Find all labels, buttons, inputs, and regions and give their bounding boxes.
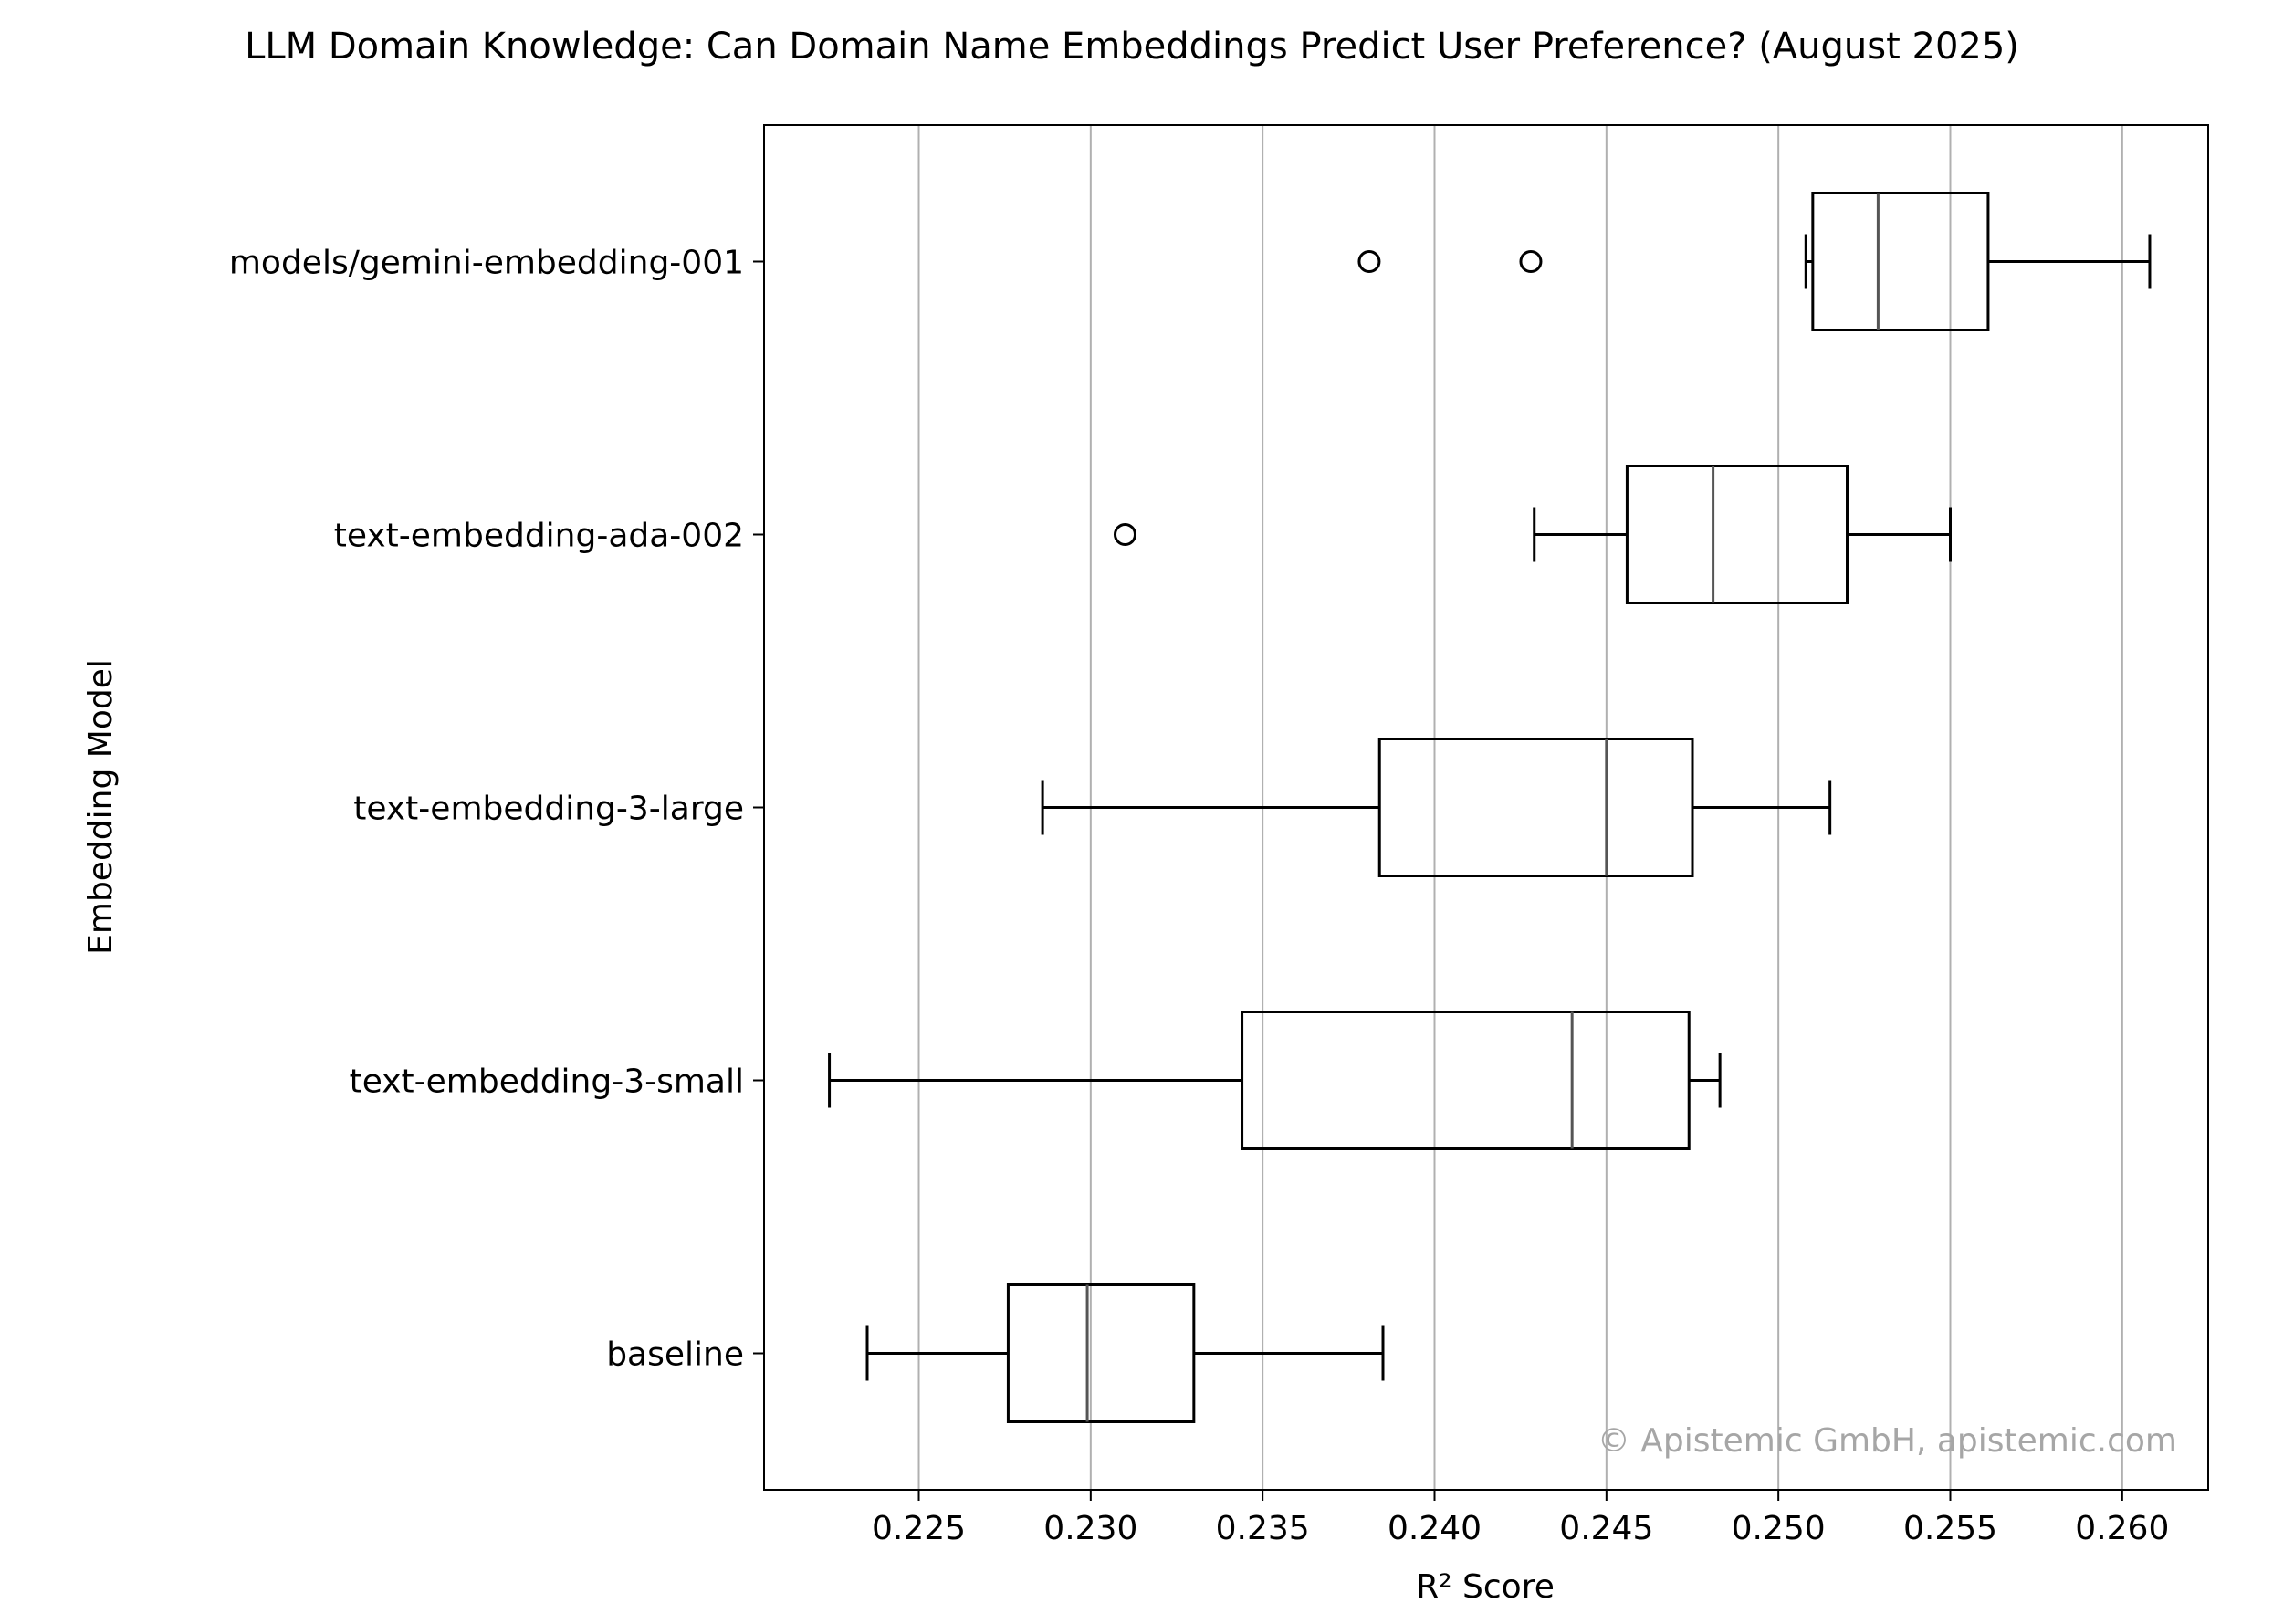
plot-frame — [763, 124, 2209, 1491]
box-series — [1041, 738, 1832, 877]
iqr-box — [1811, 192, 1990, 331]
y-tick-label: baseline — [606, 1336, 744, 1374]
box-series — [865, 1283, 1385, 1423]
iqr-box — [1625, 465, 1849, 604]
x-tick-label: 0.245 — [1559, 1510, 1653, 1547]
x-tick-label: 0.225 — [872, 1510, 966, 1547]
y-tick-label: text-embedding-ada-002 — [334, 518, 744, 555]
boxes — [828, 192, 2152, 1423]
x-tick-label: 0.230 — [1043, 1510, 1137, 1547]
y-tick-label: text-embedding-3-small — [350, 1063, 744, 1101]
y-axis-label: Embedding Model — [82, 659, 120, 955]
chart-title: LLM Domain Knowledge: Can Domain Name Em… — [245, 26, 2019, 68]
iqr-box — [1006, 1283, 1196, 1423]
x-tick-label: 0.240 — [1388, 1510, 1482, 1547]
iqr-box — [1377, 738, 1694, 877]
box-series — [828, 1011, 1722, 1150]
x-axis-label: R² Score — [1416, 1568, 1555, 1606]
y-tick-label: models/gemini-embedding-001 — [229, 245, 744, 282]
x-tick-label: 0.255 — [1903, 1510, 1997, 1547]
ticks: 0.225 0.230 0.235 0.240 0.245 0.250 0.255 0.260… — [229, 245, 2170, 1548]
iqr-box — [1241, 1011, 1691, 1150]
watermark: © Apistemic GmbH, apistemic.com — [1597, 1422, 2177, 1460]
y-tick-label: text-embedding-3-large — [353, 791, 744, 828]
box-series — [1114, 465, 1952, 604]
outlier-point — [1114, 523, 1136, 546]
outlier-point — [1357, 250, 1381, 273]
x-tick-label: 0.235 — [1216, 1510, 1310, 1547]
outlier-point — [1519, 250, 1543, 273]
box-series — [1357, 192, 2152, 331]
x-tick-label: 0.250 — [1732, 1510, 1826, 1547]
x-tick-label: 0.260 — [2075, 1510, 2169, 1547]
